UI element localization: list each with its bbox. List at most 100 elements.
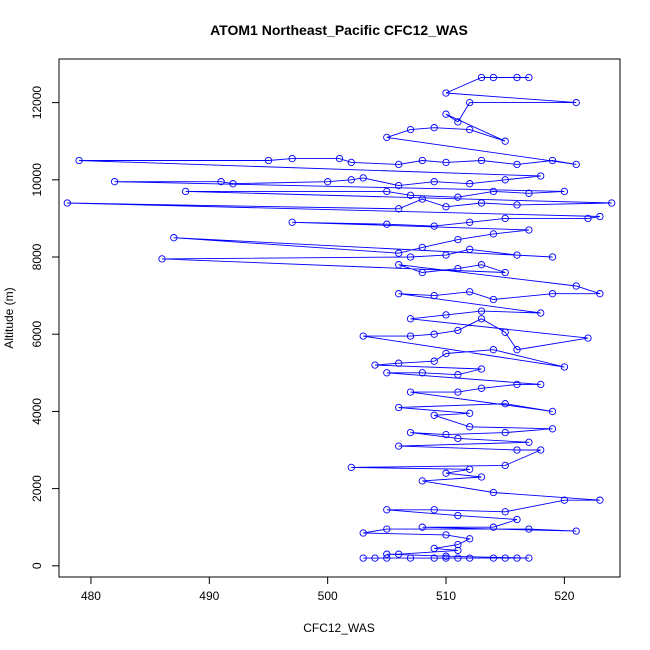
data-point: [501, 400, 509, 408]
data-point: [466, 554, 474, 562]
data-point: [359, 174, 367, 182]
data-point: [560, 363, 569, 371]
data-point: [572, 98, 580, 107]
data-point: [513, 346, 521, 354]
data-point: [395, 181, 403, 190]
data-point: [466, 423, 474, 431]
data-point: [454, 235, 462, 244]
data-point: [560, 496, 569, 504]
data-point: [442, 311, 450, 319]
y-tick-label: 4000: [30, 398, 44, 425]
data-point: [454, 388, 462, 396]
data-point: [418, 156, 426, 165]
x-axis: 480 490 500 510 520: [81, 576, 575, 603]
data-point: [537, 380, 545, 389]
data-point: [442, 349, 450, 358]
data-point: [430, 330, 438, 338]
data-point: [395, 205, 403, 213]
data-point: [537, 309, 545, 317]
data-point: [489, 73, 498, 82]
data-point: [454, 371, 462, 379]
data-point: [489, 554, 498, 562]
data-point: [359, 554, 367, 562]
data-point: [75, 156, 83, 165]
data-point: [418, 243, 426, 252]
data-point: [513, 380, 521, 389]
data-point: [513, 515, 521, 524]
data-point: [430, 506, 438, 514]
chart-title: ATOM1 Northeast_Pacific CFC12_WAS: [210, 22, 468, 38]
data-point: [383, 525, 391, 533]
data-point: [406, 191, 415, 199]
data-point: [406, 332, 415, 340]
data-point: [548, 425, 557, 433]
data-point: [383, 220, 391, 228]
data-point: [466, 245, 474, 253]
data-point: [442, 469, 450, 477]
data-point: [548, 290, 557, 298]
data-point: [466, 98, 474, 107]
y-tick-label: 2000: [30, 475, 44, 502]
data-point: [288, 218, 296, 226]
data-point: [525, 189, 533, 197]
data-point: [489, 230, 498, 238]
data-point: [288, 154, 296, 163]
x-tick-label: 480: [81, 589, 101, 603]
data-point: [158, 255, 166, 263]
data-point: [501, 214, 509, 223]
data-point: [489, 295, 498, 304]
data-point: [596, 290, 604, 298]
data-point: [383, 187, 391, 196]
data-point: [442, 158, 450, 167]
data-point: [383, 554, 391, 562]
data-point: [466, 180, 474, 188]
data-point: [430, 222, 438, 230]
data-point: [430, 291, 438, 300]
data-point: [596, 496, 604, 504]
data-point: [442, 251, 450, 259]
data-point: [513, 73, 521, 82]
data-point: [572, 282, 580, 290]
data-point: [430, 357, 438, 365]
data-point: [501, 554, 509, 562]
data-point: [430, 178, 438, 186]
data-point: [477, 156, 486, 165]
data-point: [537, 446, 545, 454]
data-point: [418, 195, 426, 203]
x-tick-label: 510: [436, 589, 456, 603]
data-point: [383, 369, 391, 377]
x-tick-label: 520: [554, 589, 574, 603]
data-point: [466, 218, 474, 226]
data-point: [418, 268, 426, 277]
data-point: [466, 465, 474, 473]
data-point: [501, 461, 509, 470]
data-point: [170, 234, 178, 242]
data-point: [454, 546, 462, 555]
data-point: [418, 477, 426, 485]
x-tick-label: 490: [199, 589, 219, 603]
data-point: [477, 73, 486, 82]
data-point: [418, 369, 426, 377]
data-point: [418, 523, 426, 531]
data-point: [217, 178, 225, 186]
data-point: [347, 463, 355, 472]
data-point: [489, 488, 498, 497]
data-point: [442, 203, 450, 211]
x-axis-label: CFC12_WAS: [303, 621, 375, 635]
data-point: [395, 160, 403, 169]
data-point: [477, 473, 486, 481]
data-point: [548, 253, 557, 261]
data-point: [466, 125, 474, 134]
data-point: [359, 332, 367, 340]
data-point: [525, 438, 533, 446]
data-point: [525, 525, 533, 533]
data-point: [584, 334, 592, 342]
data-point: [608, 199, 616, 207]
data-point: [430, 411, 438, 419]
data-point: [383, 133, 391, 142]
data-point: [596, 212, 604, 221]
data-point: [572, 160, 580, 169]
data-point: [406, 125, 415, 134]
data-point: [442, 531, 450, 539]
data-point: [430, 554, 438, 562]
